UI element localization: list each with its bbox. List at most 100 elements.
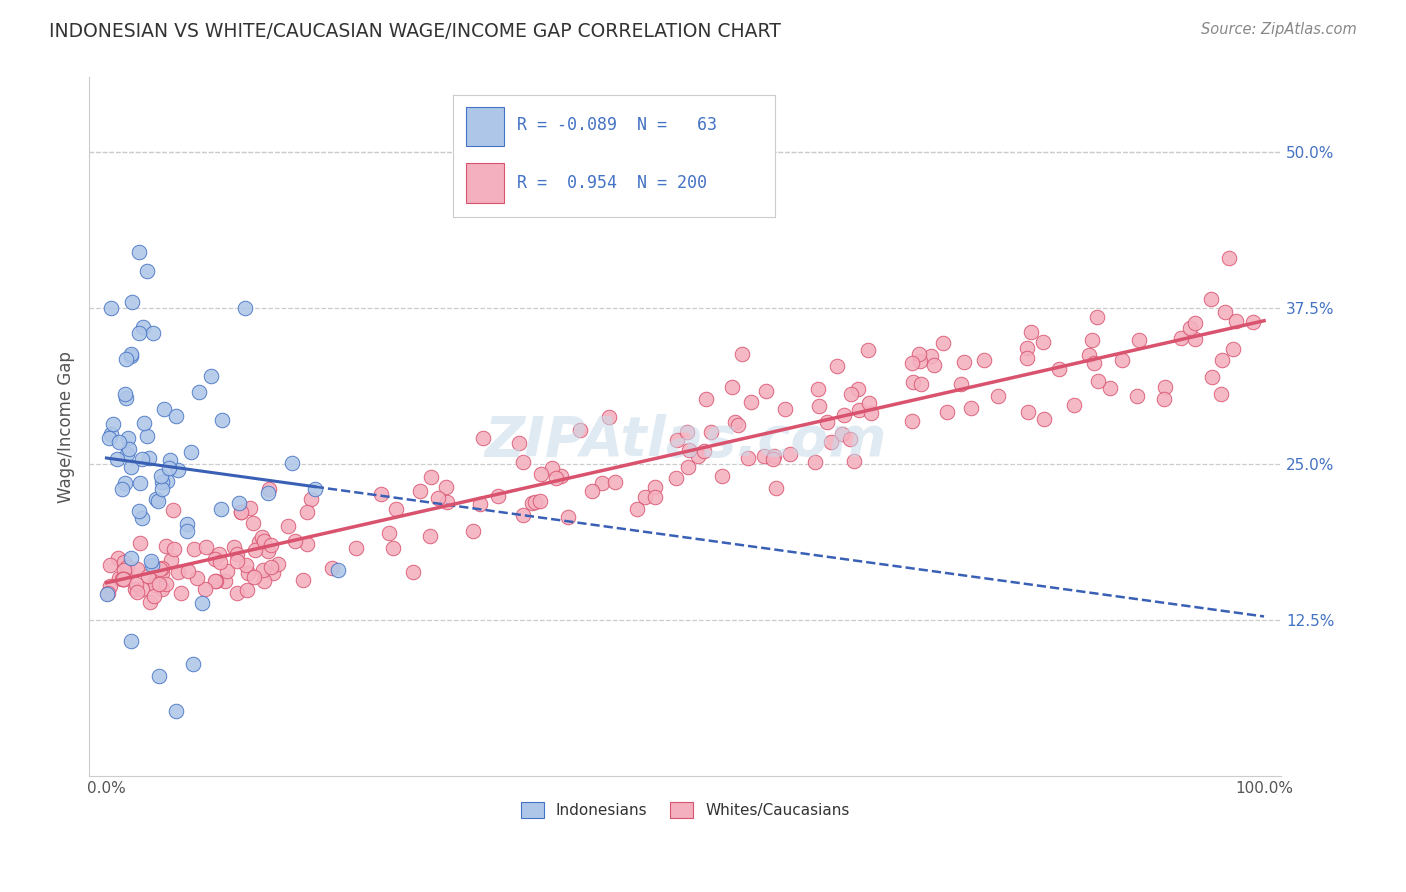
Point [831,427,853,442]
Point [235,582,257,597]
Point [157,461,180,475]
Point [107,571,129,585]
Text: ZIPAtlas.com: ZIPAtlas.com [484,414,886,467]
Point [508,436,530,450]
Point [236,566,259,581]
Point [922,358,945,372]
Point [142,589,165,603]
Point [165,409,187,423]
Point [247,534,270,549]
Point [131,511,153,525]
Point [949,376,972,391]
Point [1019,326,1042,340]
Point [695,392,717,406]
Point [688,449,710,463]
Point [138,595,160,609]
Point [321,561,343,575]
Point [568,424,591,438]
Point [1153,392,1175,407]
Point [242,516,264,530]
Point [856,343,879,358]
Point [409,483,432,498]
Point [100,427,122,442]
Point [808,399,831,413]
Point [142,326,165,341]
Point [276,519,298,533]
Point [150,566,173,581]
Point [1083,356,1105,370]
Point [176,524,198,539]
Point [731,347,754,361]
Point [959,401,981,416]
Point [1032,334,1054,349]
Point [134,416,156,430]
Point [160,552,183,566]
Point [1178,321,1201,335]
Point [112,572,135,586]
Point [1199,292,1222,306]
Point [1111,352,1133,367]
Point [908,347,931,361]
Point [204,574,226,589]
Point [152,475,174,489]
Point [124,582,146,597]
Point [1225,314,1247,328]
Point [598,409,620,424]
Point [257,543,280,558]
Point [839,386,862,401]
Point [901,414,924,428]
Point [111,482,134,496]
Point [644,490,666,504]
Point [436,495,458,509]
Text: Source: ZipAtlas.com: Source: ZipAtlas.com [1201,22,1357,37]
Point [114,352,136,367]
Point [434,480,457,494]
Point [378,526,401,541]
Point [419,529,441,543]
Point [737,451,759,466]
Point [936,405,959,419]
Point [953,355,976,369]
Point [107,551,129,566]
Point [115,391,138,405]
Point [128,503,150,517]
Point [262,566,284,580]
Point [755,384,778,398]
Point [901,356,924,370]
Point [1209,386,1232,401]
Point [148,577,170,591]
Point [803,454,825,468]
Point [225,586,247,600]
Point [678,459,700,474]
Point [550,468,572,483]
Point [523,495,546,509]
Point [1063,398,1085,412]
Point [295,537,318,551]
Point [105,452,128,467]
Point [188,385,211,400]
Point [257,486,280,500]
Point [250,530,273,544]
Point [820,435,842,450]
Point [103,417,125,431]
Point [114,475,136,490]
Point [280,456,302,470]
Point [226,554,249,568]
Point [214,574,236,588]
Point [146,494,169,508]
Point [117,442,139,456]
Point [156,475,179,489]
Point [721,380,744,394]
Point [186,571,208,585]
Point [112,563,135,577]
Point [145,577,167,591]
Point [150,582,173,596]
Point [1125,389,1147,403]
Point [1015,351,1038,365]
Point [910,376,932,391]
Legend: Indonesians, Whites/Caucasians: Indonesians, Whites/Caucasians [515,797,856,824]
Point [267,557,290,571]
Point [773,401,796,416]
Point [257,483,280,497]
Point [700,425,723,439]
